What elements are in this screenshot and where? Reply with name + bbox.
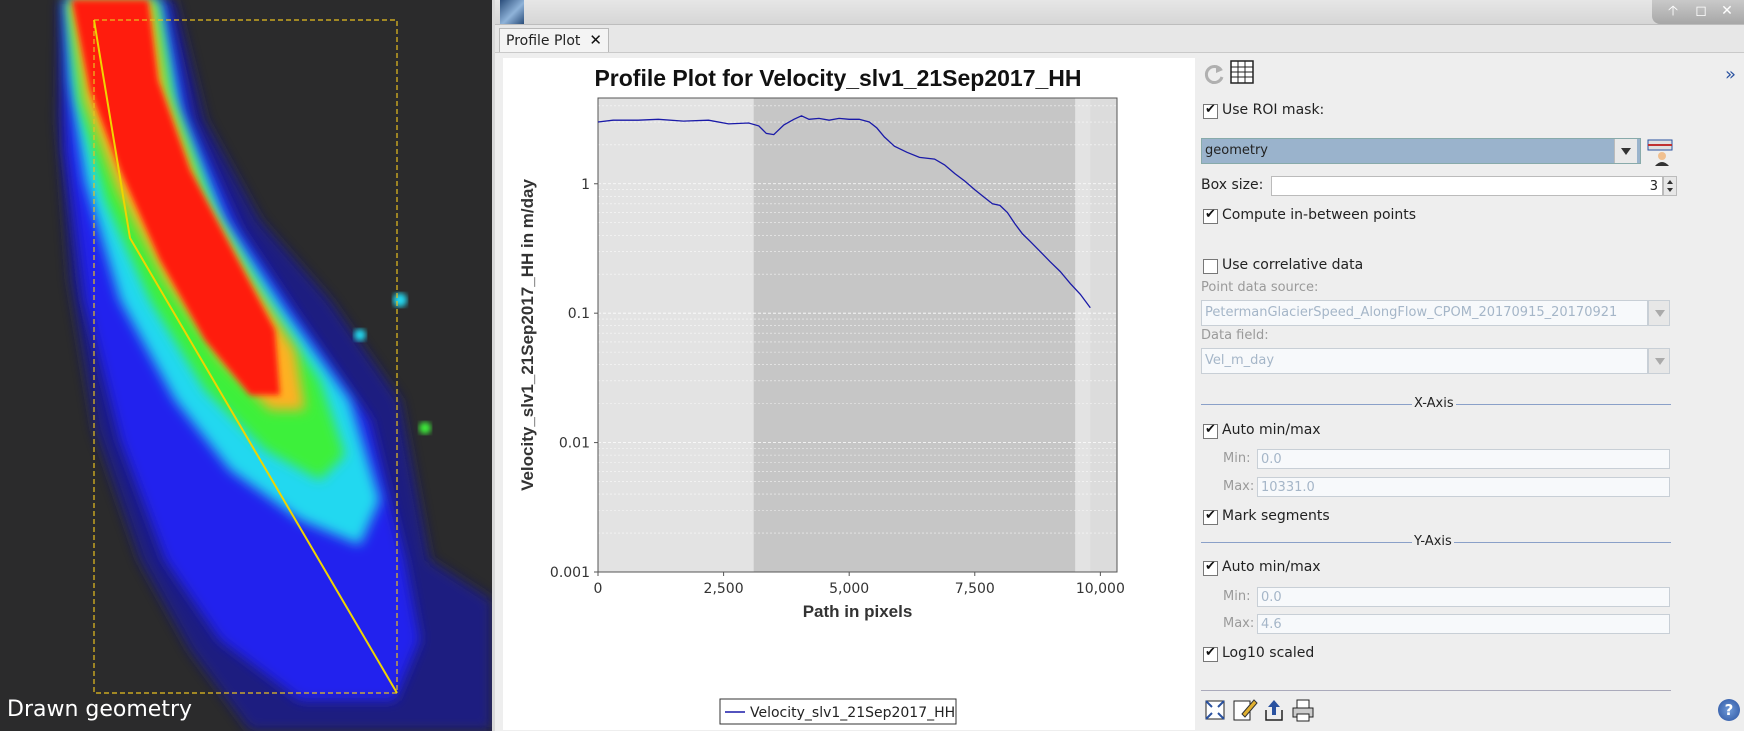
settings-panel: » Use ROI mask: geometry Box size: 3 Com… — [1198, 58, 1744, 730]
window-controls: 🡡 ◻ ✕ — [1652, 0, 1744, 24]
log10-scaled-checkbox[interactable] — [1203, 645, 1218, 662]
y-axis-section-title: Y-Axis — [1412, 534, 1454, 549]
x-min-label: Min: — [1223, 451, 1251, 466]
roi-mask-dropdown-arrow[interactable] — [1614, 139, 1637, 163]
panel-divider[interactable] — [492, 0, 495, 731]
y-tick-label: 1 — [581, 177, 590, 193]
table-view-icon[interactable] — [1230, 60, 1254, 84]
segment-band — [598, 98, 754, 572]
y-max-value: 4.6 — [1261, 617, 1282, 632]
x-max-label: Max: — [1223, 479, 1255, 494]
point-source-dropdown[interactable]: PetermanGlacierSpeed_AlongFlow_CPOM_2017… — [1201, 300, 1648, 326]
edit-chart-icon[interactable] — [1232, 696, 1258, 721]
y-tick-label: 0.001 — [550, 565, 590, 581]
mark-segments-label: Mark segments — [1222, 508, 1330, 524]
zoom-all-icon[interactable] — [1203, 698, 1227, 722]
expand-panel-icon[interactable]: » — [1725, 64, 1737, 85]
close-window-button[interactable]: ✕ — [1721, 3, 1733, 19]
x-min-value: 0.0 — [1261, 452, 1282, 467]
point-source-value: PetermanGlacierSpeed_AlongFlow_CPOM_2017… — [1205, 305, 1618, 320]
roi-mask-dropdown[interactable]: geometry — [1201, 138, 1641, 164]
series-line-0 — [597, 115, 1091, 309]
tab-profile-plot[interactable]: Profile Plot ✕ — [499, 28, 609, 52]
use-correlative-checkbox[interactable] — [1203, 259, 1218, 274]
y-max-field[interactable]: 4.6 — [1257, 614, 1670, 634]
chart-legend: Velocity_slv1_21Sep2017_HH — [719, 698, 957, 725]
mask-manager-icon[interactable] — [1645, 138, 1675, 166]
use-roi-mask-checkbox[interactable] — [1203, 102, 1218, 119]
box-size-spinner[interactable]: 3 — [1271, 176, 1663, 196]
y-tick-label: 0.01 — [559, 436, 590, 452]
y-min-label: Min: — [1223, 589, 1251, 604]
y-tick-label: 0.1 — [568, 306, 590, 322]
help-icon[interactable]: ? — [1718, 699, 1740, 721]
print-icon[interactable] — [1291, 698, 1315, 722]
data-field-dropdown-arrow[interactable] — [1648, 348, 1670, 374]
segment-band — [1075, 98, 1091, 572]
x-axis-label: Path in pixels — [803, 602, 913, 621]
compute-between-checkbox[interactable] — [1203, 207, 1218, 224]
x-tick-label: 0 — [594, 581, 603, 597]
velocity-image-panel[interactable]: Drawn geometry — [0, 0, 492, 731]
x-auto-minmax-checkbox[interactable] — [1203, 422, 1218, 439]
y-auto-minmax-checkbox[interactable] — [1203, 559, 1218, 576]
x-tick-label: 5,000 — [829, 581, 869, 597]
use-roi-mask-label: Use ROI mask: — [1222, 102, 1325, 118]
data-field-label: Data field: — [1201, 328, 1269, 343]
window-titlebar[interactable]: 🡡 ◻ ✕ — [495, 0, 1744, 25]
use-correlative-label: Use correlative data — [1222, 257, 1364, 273]
x-max-value: 10331.0 — [1261, 480, 1315, 495]
box-size-value: 3 — [1649, 179, 1658, 194]
chart-title: Profile Plot for Velocity_slv1_21Sep2017… — [594, 65, 1081, 91]
point-source-label: Point data source: — [1201, 280, 1319, 295]
x-tick-label: 10,000 — [1076, 581, 1125, 597]
plot-frame — [597, 97, 1118, 573]
y-min-field[interactable]: 0.0 — [1257, 587, 1670, 607]
x-tick-label: 7,500 — [955, 581, 995, 597]
legend-entry: Velocity_slv1_21Sep2017_HH — [750, 705, 955, 721]
tab-label: Profile Plot — [506, 33, 581, 49]
glacier-velocity-image — [0, 0, 492, 731]
log10-scaled-label: Log10 scaled — [1222, 645, 1315, 661]
box-size-label: Box size: — [1201, 177, 1264, 193]
data-field-dropdown[interactable]: Vel_m_day — [1201, 348, 1648, 374]
profile-plot-panel[interactable]: Profile Plot for Velocity_slv1_21Sep2017… — [503, 58, 1195, 730]
x-tick-label: 2,500 — [704, 581, 744, 597]
tab-bar: Profile Plot ✕ — [495, 25, 1744, 53]
refresh-icon[interactable] — [1202, 62, 1226, 86]
x-min-field[interactable]: 0.0 — [1257, 449, 1670, 469]
x-auto-minmax-label: Auto min/max — [1222, 422, 1321, 438]
y-max-label: Max: — [1223, 616, 1255, 631]
y-min-value: 0.0 — [1261, 590, 1282, 605]
x-max-field[interactable]: 10331.0 — [1257, 477, 1670, 497]
roi-mask-value: geometry — [1205, 143, 1269, 158]
maximize-button[interactable]: ◻ — [1695, 3, 1707, 19]
x-axis-section-title: X-Axis — [1412, 396, 1456, 411]
export-icon[interactable] — [1262, 698, 1286, 722]
segment-band — [753, 98, 1076, 572]
profile-plot-window: 🡡 ◻ ✕ Profile Plot ✕ Profile Plot for Ve… — [495, 0, 1744, 731]
bottom-separator — [1201, 690, 1671, 691]
y-auto-minmax-label: Auto min/max — [1222, 559, 1321, 575]
mark-segments-checkbox[interactable] — [1203, 508, 1218, 525]
point-source-dropdown-arrow[interactable] — [1648, 300, 1670, 326]
data-field-value: Vel_m_day — [1205, 353, 1275, 368]
minimize-up-button[interactable]: 🡡 — [1667, 3, 1679, 19]
profile-chart[interactable]: Profile Plot for Velocity_slv1_21Sep2017… — [503, 58, 1195, 730]
drawn-geometry-caption: Drawn geometry — [7, 697, 193, 722]
app-logo-icon — [500, 0, 524, 24]
y-axis-label: Velocity_slv1_21Sep2017_HH in m/day — [518, 179, 537, 491]
box-size-stepper[interactable] — [1663, 176, 1677, 196]
tab-close-icon[interactable]: ✕ — [589, 31, 602, 49]
compute-between-label: Compute in-between points — [1222, 207, 1417, 223]
